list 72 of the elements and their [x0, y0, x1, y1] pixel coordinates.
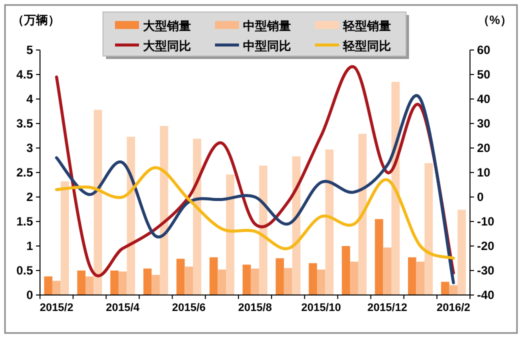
y2-tick-label: -40 — [477, 288, 495, 302]
bar — [441, 282, 450, 295]
bar — [226, 174, 234, 295]
bar — [276, 258, 284, 295]
x-tick-label: 2015/8 — [238, 302, 272, 314]
bar — [358, 134, 367, 295]
legend-label: 中型销量 — [243, 19, 291, 33]
legend-label: 大型销量 — [143, 19, 191, 33]
bar — [242, 264, 251, 295]
bar — [308, 263, 318, 295]
bar — [325, 149, 334, 295]
bar — [85, 276, 94, 295]
y2-tick-label: 10 — [477, 166, 491, 180]
bar — [416, 262, 425, 295]
bar — [374, 219, 384, 295]
y-tick-label: 2 — [26, 190, 34, 204]
y-tick-label: 1 — [26, 239, 34, 253]
y2-tick-label: 20 — [477, 141, 491, 155]
y2-tick-label: 40 — [477, 92, 491, 106]
bar — [184, 266, 193, 295]
bar — [408, 257, 416, 295]
legend-label: 大型同比 — [143, 39, 191, 53]
legend-label: 轻型同比 — [342, 39, 391, 53]
bar — [449, 285, 458, 295]
bar — [218, 270, 226, 295]
x-tick-label: 2015/10 — [301, 302, 342, 314]
bar — [383, 247, 392, 295]
bar — [210, 257, 218, 295]
bar — [259, 166, 268, 295]
y-axis-title: （万辆） — [12, 13, 60, 27]
bar — [317, 270, 326, 295]
bar — [250, 268, 260, 295]
bar — [44, 276, 52, 295]
bar — [160, 126, 168, 295]
y-tick-label: 5 — [26, 43, 34, 57]
x-tick-label: 2015/6 — [172, 302, 206, 314]
y2-tick-label: 60 — [477, 43, 491, 57]
bar — [143, 268, 152, 295]
y-tick-label: 4 — [26, 92, 34, 106]
x-tick-label: 2015/4 — [106, 302, 140, 314]
y2-axis-title: （%） — [477, 13, 512, 27]
y2-tick-label: -30 — [477, 264, 495, 278]
y2-tick-label: 0 — [477, 190, 484, 204]
legend-label: 轻型销量 — [342, 19, 391, 33]
y-tick-label: 3.5 — [16, 116, 34, 130]
bar — [342, 246, 350, 295]
bar — [52, 280, 61, 295]
bar — [60, 181, 69, 295]
y-tick-label: 4.5 — [16, 68, 34, 82]
bar — [77, 270, 86, 295]
bar — [118, 271, 127, 295]
bar — [110, 270, 119, 295]
bar — [94, 110, 102, 295]
bar — [350, 262, 358, 295]
y2-tick-label: -20 — [477, 239, 495, 253]
x-tick-label: 2015/12 — [367, 302, 408, 314]
bar — [152, 274, 160, 295]
x-tick-label: 2016/2 — [436, 302, 470, 314]
y-tick-label: 1.5 — [16, 214, 34, 228]
bar — [458, 210, 466, 295]
y2-tick-label: -10 — [477, 214, 495, 228]
legend-label: 中型同比 — [243, 39, 291, 53]
y-tick-label: 0.5 — [16, 264, 34, 278]
bar — [176, 258, 185, 295]
bar — [284, 268, 292, 295]
y-tick-label: 2.5 — [16, 166, 34, 180]
y2-tick-label: 30 — [477, 116, 491, 130]
x-tick-label: 2015/2 — [40, 302, 74, 314]
y2-tick-label: 50 — [477, 68, 491, 82]
y-tick-label: 3 — [26, 141, 34, 155]
bar — [424, 163, 433, 295]
y-tick-label: 0 — [26, 288, 34, 302]
